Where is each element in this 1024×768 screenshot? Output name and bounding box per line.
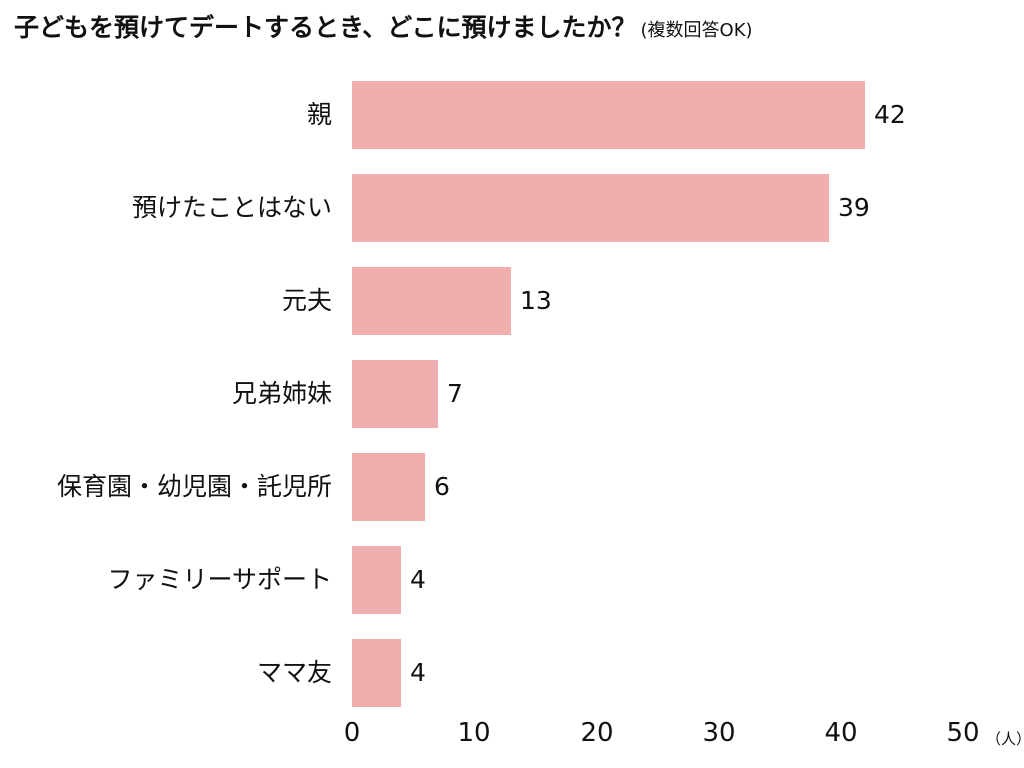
value-label: 42 xyxy=(874,100,906,129)
value-label: 4 xyxy=(410,658,426,687)
bar-row: 保育園・幼児園・託児所 6 xyxy=(0,453,1024,521)
bar xyxy=(352,267,511,335)
category-label: 保育園・幼児園・託児所 xyxy=(56,472,332,501)
chart-subtitle: (複数回答OK) xyxy=(640,20,753,41)
value-label: 13 xyxy=(520,286,552,315)
x-tick-label: 20 xyxy=(580,718,614,748)
category-label: 預けたことはない xyxy=(131,193,332,222)
category-label: 元夫 xyxy=(281,286,332,315)
value-label: 7 xyxy=(447,379,463,408)
category-label: ママ友 xyxy=(256,658,332,687)
bar xyxy=(352,360,438,428)
x-tick-label: 40 xyxy=(824,718,858,748)
category-label: 親 xyxy=(306,100,332,129)
bar-row: 元夫 13 xyxy=(0,267,1024,335)
bar-row: ファミリーサポート 4 xyxy=(0,546,1024,614)
bar xyxy=(352,81,865,149)
bar-row: 預けたことはない 39 xyxy=(0,174,1024,242)
category-label: 兄弟姉妹 xyxy=(231,379,332,408)
chart-title-main: 子どもを預けてデートするとき、どこに預けましたか？ xyxy=(14,13,637,42)
x-tick-label: 50 xyxy=(946,718,980,748)
bar-row: 親 42 xyxy=(0,81,1024,149)
bar-row: ママ友 4 xyxy=(0,639,1024,707)
bar xyxy=(352,546,401,614)
x-tick-label: 0 xyxy=(343,718,361,748)
x-axis-unit: （人） xyxy=(986,730,1024,748)
chart-title: 子どもを預けてデートするとき、どこに預けましたか？ (複数回答OK) xyxy=(14,8,753,44)
bar-row: 兄弟姉妹 7 xyxy=(0,360,1024,428)
category-label: ファミリーサポート xyxy=(107,565,332,594)
bar xyxy=(352,639,401,707)
bar xyxy=(352,453,425,521)
value-label: 6 xyxy=(434,472,450,501)
bar xyxy=(352,174,829,242)
x-tick-label: 10 xyxy=(457,718,491,748)
value-label: 39 xyxy=(838,193,870,222)
value-label: 4 xyxy=(410,565,426,594)
x-tick-label: 30 xyxy=(702,718,736,748)
